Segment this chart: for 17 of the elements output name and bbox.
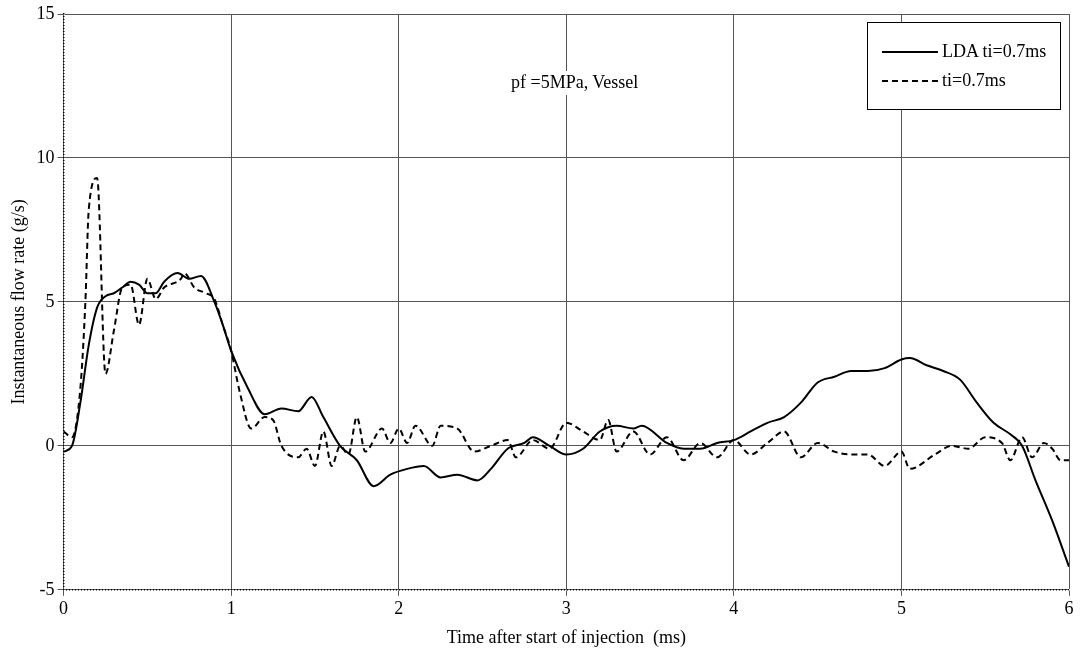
x-tick-label: 1 [226,598,236,619]
x-axis-title: Time after start of injection (ms) [446,626,686,648]
x-tick-label: 4 [729,598,739,619]
y-tick-label: 5 [45,290,55,311]
y-tick-label: -5 [39,578,55,599]
y-tick-label: 0 [45,434,55,455]
legend-label: ti=0.7ms [942,70,1006,91]
legend-label: LDA ti=0.7ms [942,41,1047,62]
y-axis-title: Instantaneous flow rate (g/s) [7,199,29,405]
x-tick-label: 0 [59,598,69,619]
annotation: pf =5MPa, Vessel [511,71,639,92]
y-tick-label: 10 [36,146,55,167]
x-tick-label: 6 [1064,598,1074,619]
x-tick-label: 5 [896,598,906,619]
y-tick-label: 15 [36,2,55,23]
x-tick-label: 3 [561,598,571,619]
x-tick-label: 2 [394,598,404,619]
